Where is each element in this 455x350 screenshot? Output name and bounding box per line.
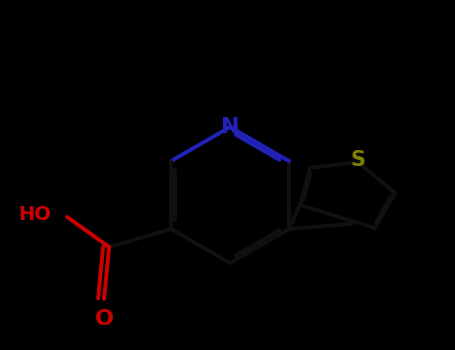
Text: HO: HO — [18, 205, 51, 224]
Text: N: N — [221, 117, 239, 137]
Text: S: S — [350, 150, 365, 170]
Text: O: O — [95, 309, 114, 329]
